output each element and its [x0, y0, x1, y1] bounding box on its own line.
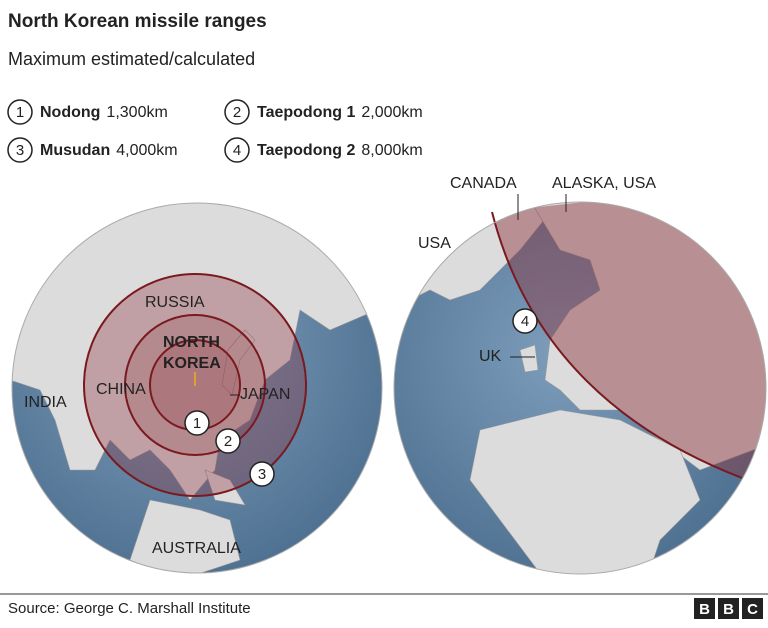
missile-range: 1,300km [106, 104, 167, 121]
legend-entry: Nodong 1,300km [40, 104, 168, 121]
badge-number: 4 [521, 313, 529, 330]
badge-number: 1 [193, 415, 201, 432]
markers: 1 2 3 4 [184, 308, 538, 487]
badge-number: 2 [233, 104, 241, 121]
number-badge [224, 137, 250, 163]
globe-outline [11, 202, 383, 574]
badge-number: 1 [16, 104, 24, 121]
legend: 1 Nodong 1,300km 2 Taepodong 1 2,000km 3 Musuda… [7, 99, 423, 163]
number-badge [512, 308, 538, 334]
label-india: INDIA [24, 394, 67, 411]
badge-number: 4 [233, 142, 241, 159]
legend-entry: Taepodong 2 8,000km [257, 142, 423, 159]
land [12, 203, 382, 573]
label-japan: JAPAN [240, 386, 290, 403]
source: Source: George C. Marshall Institute [8, 600, 251, 617]
logo-box [742, 598, 763, 619]
globe-outline [393, 201, 767, 575]
subtitle: Maximum estimated/calculated [8, 49, 255, 69]
logo-box [694, 598, 715, 619]
label-usa: USA [418, 235, 451, 252]
label-north-korea: KOREA [163, 355, 221, 372]
land [394, 202, 766, 574]
label-china: CHINA [96, 381, 146, 398]
number-badge [215, 428, 241, 454]
logo-letter: B [699, 601, 710, 618]
number-badge [7, 137, 33, 163]
label-russia: RUSSIA [145, 294, 205, 311]
number-badge [7, 99, 33, 125]
label-australia: AUSTRALIA [152, 540, 241, 557]
missile-range: 2,000km [361, 104, 422, 121]
missile-name: Nodong [40, 104, 100, 121]
legend-entry: Musudan 4,000km [40, 142, 178, 159]
logo-letter: C [747, 601, 758, 618]
number-badge [249, 461, 275, 487]
missile-name: Taepodong 1 [257, 104, 355, 121]
logo-letter: B [723, 601, 734, 618]
badge-number: 3 [258, 466, 266, 483]
legend-entry: Taepodong 1 2,000km [257, 104, 423, 121]
number-badge [184, 410, 210, 436]
missile-range: 8,000km [361, 142, 422, 159]
asia-globe: RUSSIA NORTH KOREA CHINA JAPAN INDIA AUS… [11, 202, 383, 574]
range-boundary [491, 211, 743, 479]
europe-globe: CANADA ALASKA, USA USA UK [393, 175, 767, 575]
title: North Korean missile ranges [8, 11, 267, 32]
number-badge [224, 99, 250, 125]
label-canada: CANADA [450, 175, 517, 192]
badge-number: 3 [16, 142, 24, 159]
missile-range: 4,000km [116, 142, 177, 159]
missile-name: Taepodong 2 [257, 142, 355, 159]
label-north-korea: NORTH [163, 334, 220, 351]
missile-name: Musudan [40, 142, 110, 159]
logo-box [718, 598, 739, 619]
label-uk: UK [479, 348, 502, 365]
badge-number: 2 [224, 433, 232, 450]
label-alaska: ALASKA, USA [552, 175, 656, 192]
